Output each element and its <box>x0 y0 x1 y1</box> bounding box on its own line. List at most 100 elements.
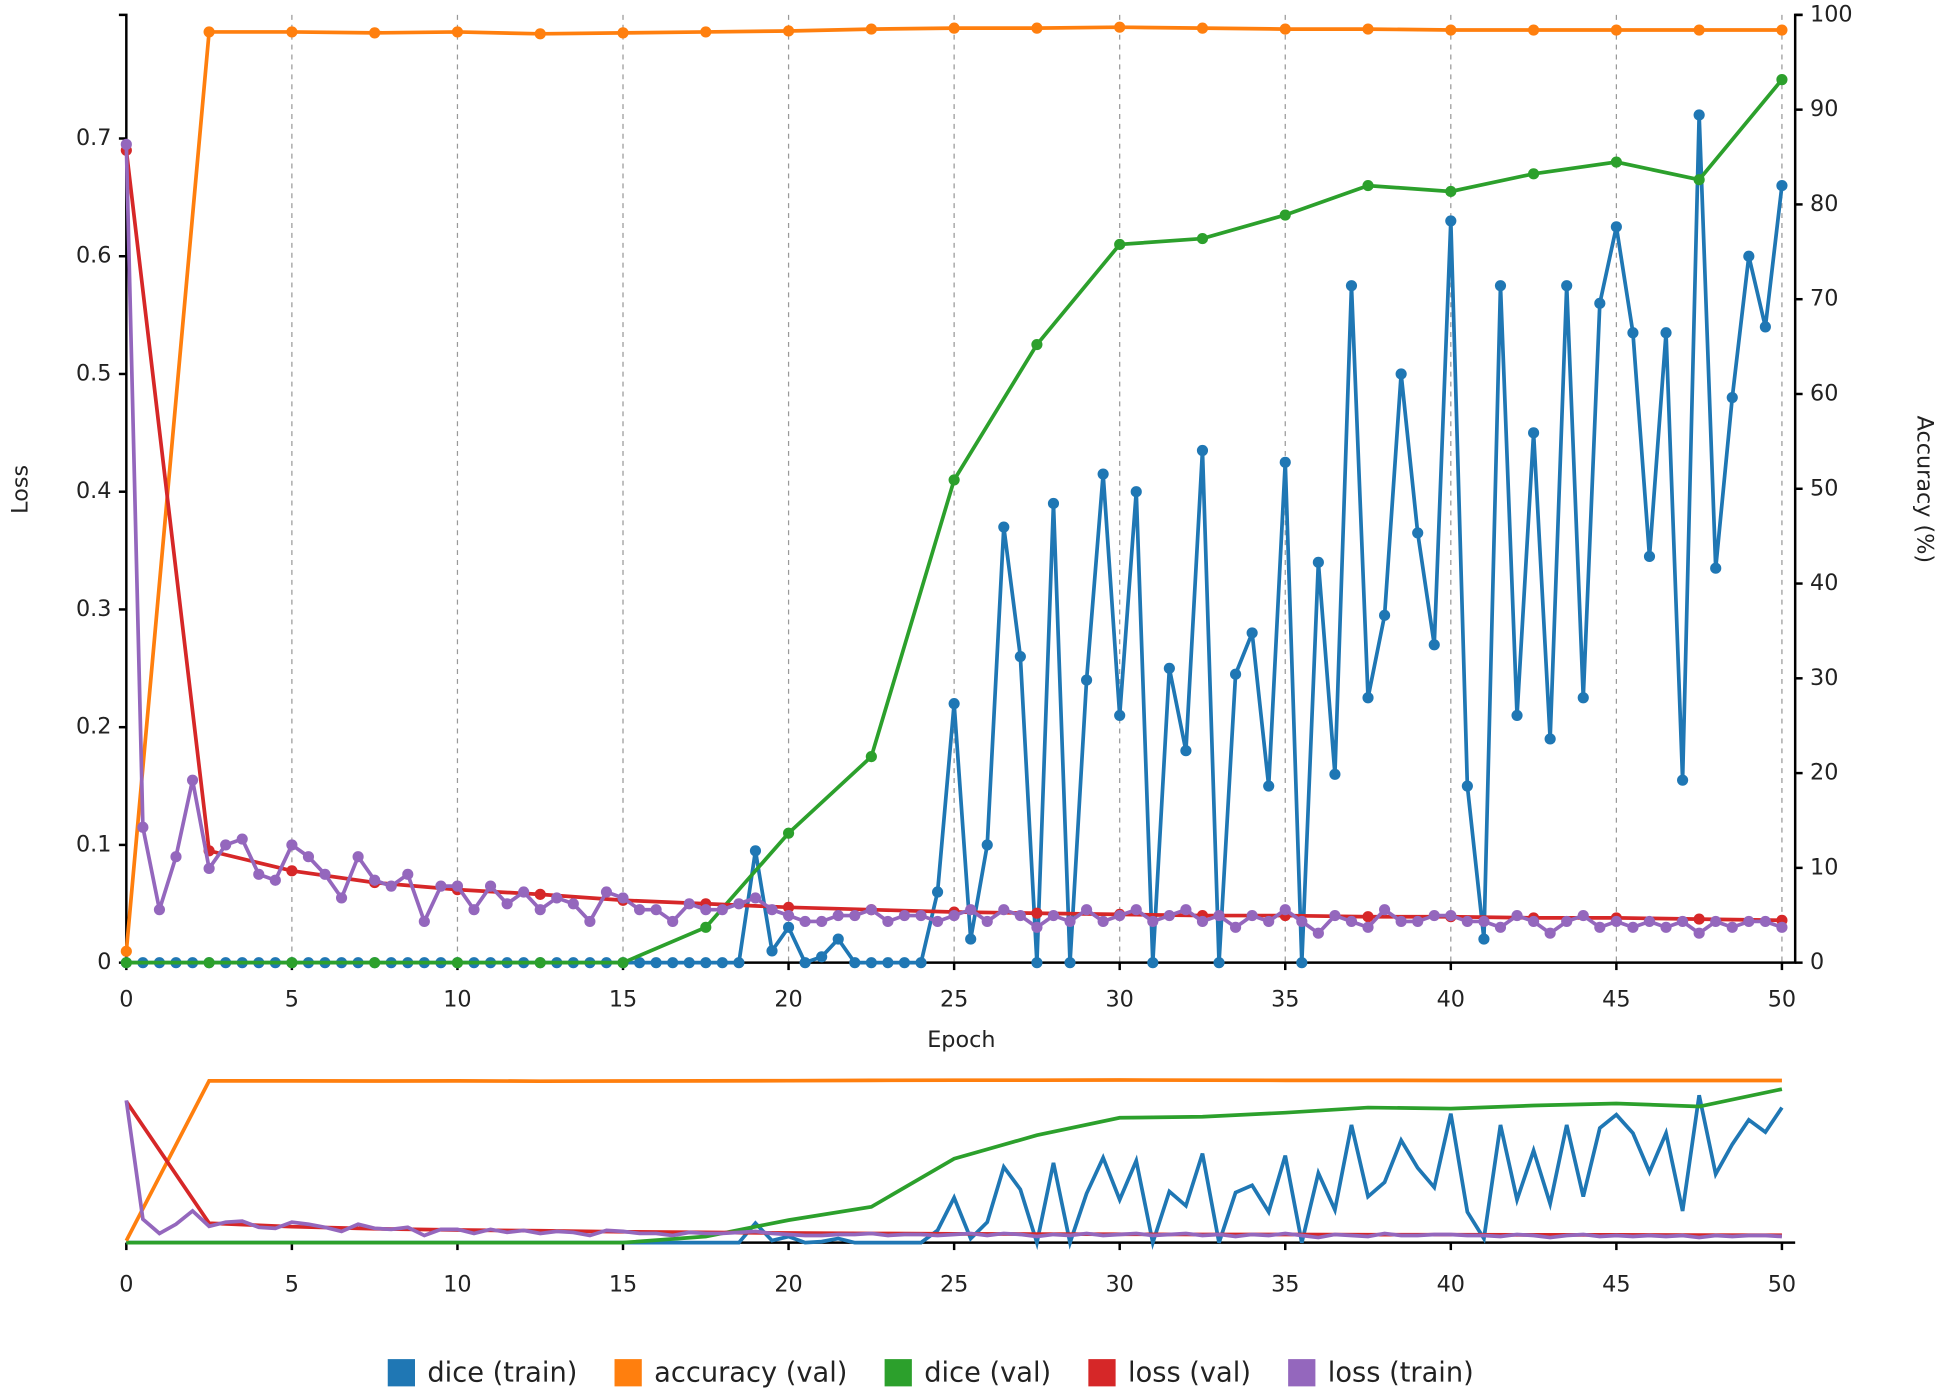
y2-tick-label: 90 <box>1810 96 1838 122</box>
series-marker <box>1577 692 1589 704</box>
series-marker <box>567 898 579 910</box>
series-marker <box>749 845 762 857</box>
series-marker <box>1610 221 1622 233</box>
series-marker <box>733 898 745 910</box>
series-marker <box>1776 921 1788 933</box>
series-marker <box>766 945 778 957</box>
series-marker <box>1130 904 1142 916</box>
series-marker <box>600 886 613 898</box>
series-marker <box>882 915 894 928</box>
x-tick-label: 45 <box>1602 986 1630 1012</box>
series-marker <box>1047 497 1060 510</box>
series-marker <box>1180 745 1192 757</box>
series-marker <box>1776 74 1788 86</box>
series-marker <box>120 945 132 957</box>
series-marker <box>915 957 927 969</box>
series-marker <box>1279 904 1291 916</box>
y-axis-label: Loss <box>8 465 34 514</box>
series-marker <box>1362 692 1374 704</box>
series-marker <box>782 909 795 922</box>
legend-label: dice (val) <box>924 1357 1051 1388</box>
series-marker <box>1114 238 1126 251</box>
context-x-tick-label: 35 <box>1271 1271 1299 1297</box>
series-marker <box>667 957 679 969</box>
series-marker <box>1511 909 1523 922</box>
series-marker <box>667 915 679 928</box>
series-marker <box>369 874 381 886</box>
series-marker <box>700 957 712 969</box>
series-marker <box>1693 927 1705 939</box>
legend-swatch <box>1288 1359 1316 1387</box>
y-tick-label: 0.5 <box>76 360 111 386</box>
series-marker <box>1014 909 1026 922</box>
series-marker <box>1031 957 1043 969</box>
series-marker <box>1594 921 1606 933</box>
x-tick-label: 35 <box>1271 986 1299 1012</box>
series-marker <box>1710 562 1722 574</box>
series-marker <box>120 957 132 969</box>
series-marker <box>1693 24 1705 36</box>
series-marker <box>650 904 662 916</box>
y-tick-label: 0.3 <box>76 596 111 622</box>
series-marker <box>749 892 762 904</box>
series-marker <box>898 957 911 969</box>
series-marker <box>1528 427 1540 439</box>
series-marker <box>1693 174 1705 186</box>
series-marker <box>484 880 497 892</box>
series-marker <box>170 851 182 863</box>
series-marker <box>1163 662 1175 674</box>
series-marker <box>1031 22 1043 34</box>
x-tick-label: 5 <box>285 986 299 1012</box>
series-marker <box>1726 921 1738 933</box>
series-marker <box>1345 915 1358 928</box>
y2-axis-label: Accuracy (%) <box>1912 416 1938 563</box>
series-marker <box>832 933 844 945</box>
series-marker <box>286 26 298 38</box>
series-marker <box>849 909 861 922</box>
series-marker <box>1213 909 1225 922</box>
series-marker <box>1693 109 1705 121</box>
series-marker <box>1081 904 1093 916</box>
series-marker <box>1312 556 1324 568</box>
series-marker <box>286 957 298 969</box>
context-line <box>124 1100 1783 1240</box>
series-marker <box>617 27 629 39</box>
series-marker <box>418 915 430 928</box>
series-marker <box>1544 733 1556 745</box>
series-marker <box>1643 915 1656 928</box>
y2-tick-label: 70 <box>1810 286 1838 312</box>
series-marker <box>931 915 944 928</box>
legend-swatch <box>387 1359 415 1387</box>
series-marker <box>782 827 795 839</box>
series-marker <box>948 22 960 34</box>
series-marker <box>1362 921 1374 933</box>
context-x-tick-label: 30 <box>1106 1271 1134 1297</box>
series-marker <box>534 28 546 40</box>
legend-swatch <box>1088 1359 1116 1387</box>
series-marker <box>1114 909 1126 922</box>
y2-tick-label: 50 <box>1810 475 1838 501</box>
y-tick-label: 0 <box>97 949 111 975</box>
series-marker <box>965 904 977 916</box>
series-marker <box>1097 915 1109 928</box>
series-marker <box>1511 709 1523 721</box>
series-marker <box>402 868 414 880</box>
x-axis-label: Epoch <box>927 1027 995 1053</box>
series-marker <box>1279 23 1291 35</box>
y2-tick-label: 80 <box>1810 191 1838 217</box>
series-marker <box>683 898 695 910</box>
series-marker <box>1726 391 1738 404</box>
series-marker <box>1412 915 1424 928</box>
series-marker <box>849 957 861 969</box>
series-marker <box>1296 915 1308 928</box>
y2-tick-label: 40 <box>1810 570 1838 596</box>
y2-tick-label: 10 <box>1810 854 1838 880</box>
series-marker <box>1246 909 1258 922</box>
series-marker <box>319 868 331 880</box>
series-marker <box>1776 180 1788 192</box>
series-marker <box>501 898 513 910</box>
series-marker <box>716 904 728 916</box>
series-marker <box>832 909 844 922</box>
series-marker <box>1230 668 1242 680</box>
